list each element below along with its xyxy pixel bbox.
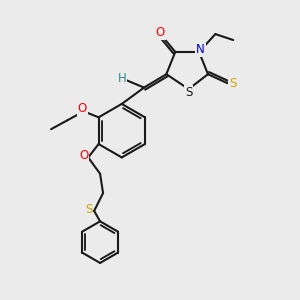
Text: S: S bbox=[85, 203, 92, 216]
Text: O: O bbox=[156, 26, 165, 39]
Text: O: O bbox=[78, 103, 87, 116]
Text: H: H bbox=[117, 72, 126, 85]
Text: O: O bbox=[79, 149, 88, 162]
Text: S: S bbox=[185, 86, 192, 99]
Text: N: N bbox=[196, 43, 205, 56]
Text: S: S bbox=[229, 76, 236, 90]
